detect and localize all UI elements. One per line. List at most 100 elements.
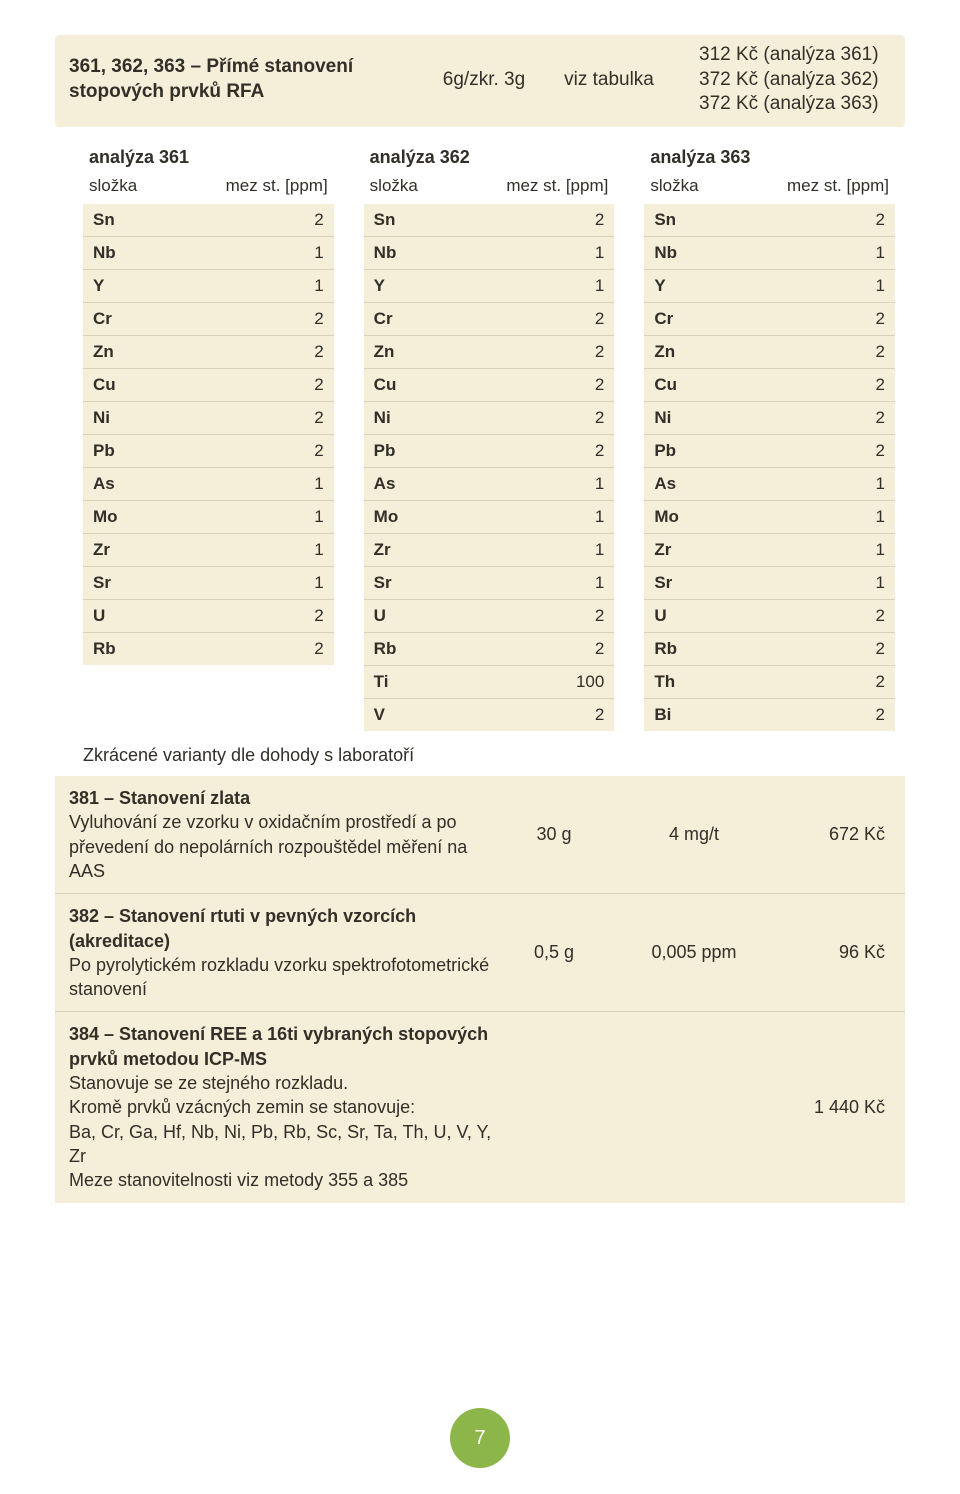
table-row: Nb1 (644, 237, 895, 270)
detection-limit: 2 (595, 441, 604, 461)
element-symbol: Y (93, 276, 314, 296)
analysis-description: 382 – Stanovení rtuti v pevných vzorcích… (69, 904, 499, 1001)
detection-limit: 1 (595, 573, 604, 593)
table-row: Pb2 (644, 435, 895, 468)
analysis-detail-line: Stanovuje se ze stejného rozkladu. (69, 1071, 499, 1095)
table-row: Sr1 (644, 567, 895, 600)
detection-limit: 2 (876, 639, 885, 659)
detection-limit: 1 (595, 507, 604, 527)
element-symbol: Pb (654, 441, 875, 461)
table-361: analýza 361 složka mez st. [ppm] Sn2Nb1Y… (83, 143, 334, 731)
price: 96 Kč (789, 942, 891, 963)
table-row: Cr2 (644, 303, 895, 336)
table-row: Sr1 (83, 567, 334, 600)
col-header-limit: mez st. [ppm] (787, 176, 889, 196)
table-row: Mo1 (83, 501, 334, 534)
element-symbol: Sn (93, 210, 314, 230)
price: 1 440 Kč (789, 1097, 891, 1118)
element-symbol: Cu (654, 375, 875, 395)
detection-limit: 2 (314, 210, 323, 230)
detection-limit: 1 (876, 573, 885, 593)
detection-limit: 2 (876, 342, 885, 362)
element-symbol: Y (374, 276, 595, 296)
element-symbol: Cu (93, 375, 314, 395)
analysis-group-title: 361, 362, 363 – Přímé stanovení stopovýc… (69, 55, 419, 104)
detection-limit: 2 (595, 375, 604, 395)
analysis-description: 384 – Stanovení REE a 16ti vybraných sto… (69, 1022, 499, 1192)
table-row: Ni2 (364, 402, 615, 435)
detection-limit: 2 (595, 309, 604, 329)
element-symbol: Y (654, 276, 875, 296)
table-361-body: Sn2Nb1Y1Cr2Zn2Cu2Ni2Pb2As1Mo1Zr1Sr1U2Rb2 (83, 204, 334, 665)
element-symbol: Zn (374, 342, 595, 362)
detection-limit: 2 (314, 342, 323, 362)
detection-limit: 2 (595, 639, 604, 659)
detection-limit: 1 (595, 540, 604, 560)
detection-limit: 2 (595, 342, 604, 362)
table-row: U2 (364, 600, 615, 633)
element-symbol: Zn (654, 342, 875, 362)
col-header-limit: mez st. [ppm] (506, 176, 608, 196)
detection-limit: 1 (876, 507, 885, 527)
element-symbol: Mo (374, 507, 595, 527)
detection-limit: 1 (314, 276, 323, 296)
element-symbol: Th (654, 672, 875, 692)
table-362: analýza 362 složka mez st. [ppm] Sn2Nb1Y… (364, 143, 615, 731)
detection-limit: 2 (876, 375, 885, 395)
price-list: 312 Kč (analýza 361) 372 Kč (analýza 362… (679, 43, 891, 117)
table-row: Zn2 (364, 336, 615, 369)
table-row: Sn2 (364, 204, 615, 237)
analysis-detail-line: Vyluhování ze vzorku v oxidačním prostře… (69, 810, 499, 883)
analysis-row: 382 – Stanovení rtuti v pevných vzorcích… (55, 894, 905, 1012)
detection-limit: 2 (314, 375, 323, 395)
element-symbol: Ni (654, 408, 875, 428)
element-symbol: Pb (374, 441, 595, 461)
see-table: viz tabulka (549, 69, 669, 91)
table-row: U2 (644, 600, 895, 633)
detection-limit: 1 (876, 540, 885, 560)
analysis-row: 381 – Stanovení zlataVyluhování ze vzork… (55, 776, 905, 894)
detection-limit: 2 (876, 210, 885, 230)
sample-amount: 6g/zkr. 3g (429, 69, 539, 91)
detection-limit: 1 (314, 474, 323, 494)
element-symbol: Cu (374, 375, 595, 395)
element-symbol: Mo (93, 507, 314, 527)
detection-limit: 2 (876, 309, 885, 329)
detection-limit: 1 (876, 243, 885, 263)
element-symbol: As (654, 474, 875, 494)
table-row: Cu2 (364, 369, 615, 402)
col-header-limit: mez st. [ppm] (226, 176, 328, 196)
table-row: Ti100 (364, 666, 615, 699)
price-362: 372 Kč (analýza 362) (699, 68, 891, 93)
table-row: Th2 (644, 666, 895, 699)
element-symbol: Rb (654, 639, 875, 659)
analysis-detail-line: Po pyrolytickém rozkladu vzorku spektrof… (69, 953, 499, 1002)
element-symbol: Rb (93, 639, 314, 659)
table-363-body: Sn2Nb1Y1Cr2Zn2Cu2Ni2Pb2As1Mo1Zr1Sr1U2Rb2… (644, 204, 895, 731)
detection-limit: 2 (876, 705, 885, 725)
col-header-element: složka (650, 176, 787, 196)
price-363: 372 Kč (analýza 363) (699, 92, 891, 117)
element-symbol: Bi (654, 705, 875, 725)
element-symbol: As (93, 474, 314, 494)
table-row: Y1 (83, 270, 334, 303)
table-row: Zr1 (364, 534, 615, 567)
analysis-title: 382 – Stanovení rtuti v pevných vzorcích… (69, 904, 499, 953)
table-row: Cu2 (644, 369, 895, 402)
col-header-element: složka (89, 176, 226, 196)
analysis-detail-line: Meze stanovitelnosti viz metody 355 a 38… (69, 1168, 499, 1192)
table-row: Sn2 (644, 204, 895, 237)
element-symbol: Nb (374, 243, 595, 263)
table-row: Ni2 (83, 402, 334, 435)
element-symbol: Mo (654, 507, 875, 527)
element-symbol: Zr (374, 540, 595, 560)
sample-weight: 30 g (509, 824, 599, 845)
detection-limit: 2 (876, 408, 885, 428)
analysis-title: 384 – Stanovení REE a 16ti vybraných sto… (69, 1022, 499, 1071)
analysis-description: 381 – Stanovení zlataVyluhování ze vzork… (69, 786, 499, 883)
table-row: Cr2 (364, 303, 615, 336)
element-symbol: Cr (654, 309, 875, 329)
table-363-title: analýza 363 (650, 147, 889, 168)
detection-limit: 2 (314, 639, 323, 659)
price: 672 Kč (789, 824, 891, 845)
